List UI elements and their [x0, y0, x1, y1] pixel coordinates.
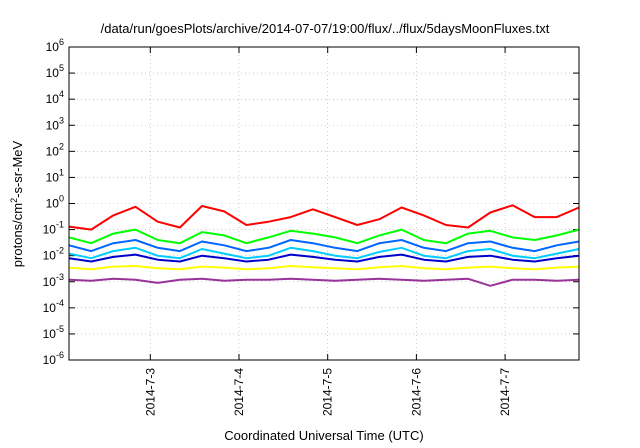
series-line-2 — [68, 228, 580, 245]
y-tick-label: 10-1 — [43, 220, 64, 237]
x-tick-label: 2014-7-5 — [321, 368, 335, 416]
y-tick-label: 105 — [46, 63, 64, 80]
y-tick-label: 10-6 — [43, 350, 64, 367]
plot-frame — [68, 46, 580, 361]
y-tick-label: 103 — [46, 115, 64, 132]
x-tick-label: 2014-7-3 — [143, 368, 157, 416]
series-line-6 — [68, 265, 580, 271]
series-line-1 — [68, 204, 580, 231]
y-tick-label: 10-4 — [43, 298, 64, 315]
series-line-7 — [68, 277, 580, 287]
y-tick-labels: 10-6 10-5 10-4 10-3 10-2 10-1 100 101 102 103 104 1… — [43, 37, 64, 367]
series-line-3 — [68, 239, 580, 253]
y-tick-label: 106 — [46, 37, 64, 54]
y-tick-label: 101 — [46, 167, 64, 184]
y-tick-label: 104 — [46, 89, 64, 106]
x-axis-label: Coordinated Universal Time (UTC) — [224, 428, 423, 443]
y-tick-label: 10-5 — [43, 324, 64, 341]
y-tick-label: 10-2 — [43, 246, 64, 263]
y-axis-label: protons/cm2-s-sr-MeV — [9, 140, 25, 267]
y-tick-label: 10-3 — [43, 272, 64, 289]
series-line-5 — [68, 253, 580, 263]
series-lines — [68, 204, 580, 287]
x-tick-label: 2014-7-7 — [498, 368, 512, 416]
chart-title: /data/run/goesPlots/archive/2014-07-07/1… — [101, 21, 550, 36]
grid-lines — [69, 46, 579, 361]
y-tick-label: 100 — [46, 194, 64, 211]
series-line-4 — [68, 246, 580, 260]
x-tick-labels: 2014-7-3 2014-7-4 2014-7-5 2014-7-6 2014-7-7 — [143, 368, 512, 416]
x-tick-label: 2014-7-4 — [232, 368, 246, 416]
x-tick-label: 2014-7-6 — [409, 368, 423, 416]
y-tick-label: 102 — [46, 141, 64, 158]
